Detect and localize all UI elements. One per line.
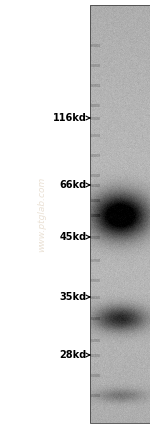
Text: 45kd: 45kd <box>60 232 90 242</box>
Text: 116kd: 116kd <box>53 113 90 123</box>
Text: 35kd: 35kd <box>60 292 90 302</box>
Text: www.ptglab.com: www.ptglab.com <box>38 176 46 252</box>
Text: 66kd: 66kd <box>60 180 90 190</box>
Bar <box>90 5 150 423</box>
Text: 28kd: 28kd <box>60 350 90 360</box>
